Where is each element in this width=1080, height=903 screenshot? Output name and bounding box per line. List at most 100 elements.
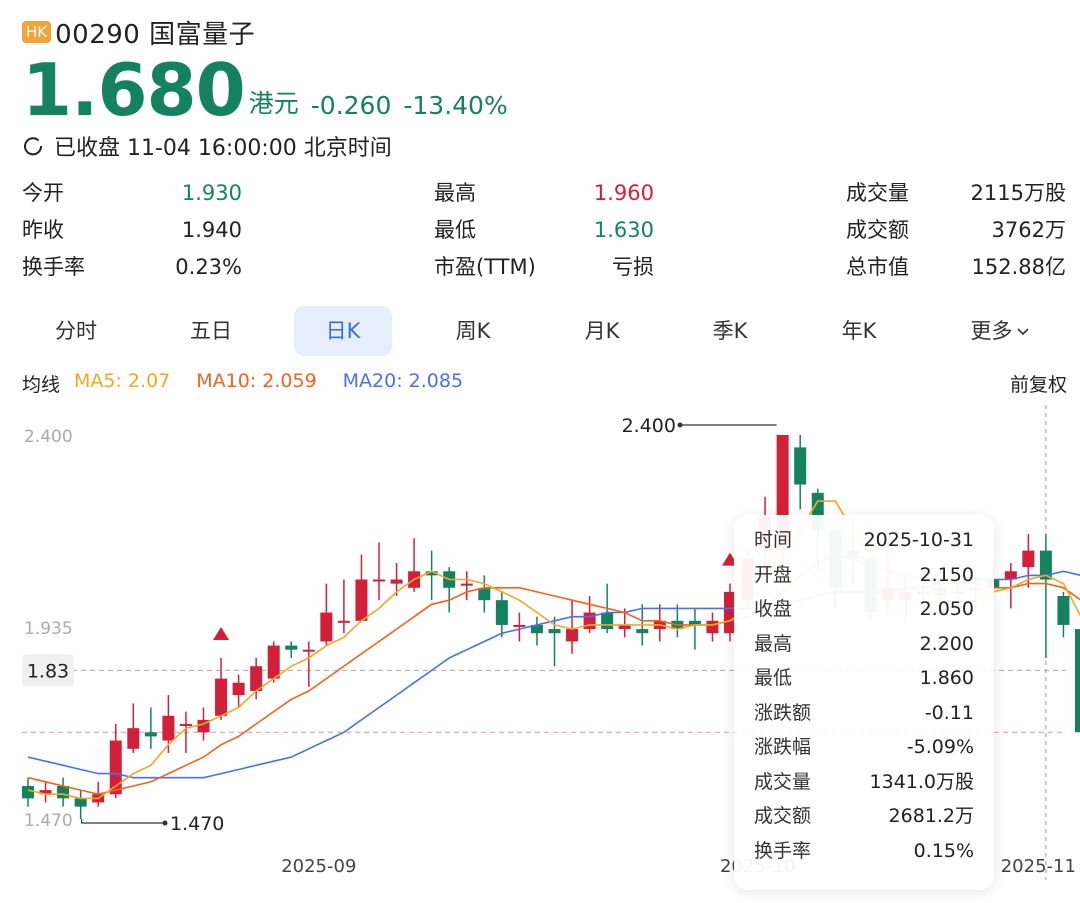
- tooltip-label: 时间: [754, 529, 793, 551]
- adjust-toggle[interactable]: 前复权: [1009, 374, 1067, 396]
- candle-body: [724, 591, 736, 634]
- tab-7[interactable]: 更多: [951, 306, 1049, 356]
- max-marker-dot: [677, 422, 683, 428]
- y-tick-label: 2.400: [24, 427, 73, 447]
- ma-legend: 均线 MA5: 2.07 MA10: 2.059 MA20: 2.085 前复权: [22, 370, 1067, 397]
- price-unit: 港元: [248, 89, 299, 118]
- tooltip-value: 2.200: [919, 632, 974, 655]
- x-tick-label: 2025-09: [281, 856, 356, 877]
- tooltip-label: 成交量: [754, 770, 812, 793]
- market-badge: HK: [22, 21, 52, 43]
- tab-6[interactable]: 年K: [810, 306, 908, 356]
- candle-body: [127, 728, 140, 749]
- stat-label: 市盈(TTM): [434, 255, 536, 279]
- candle-body: [39, 790, 52, 795]
- stat-value: 3762万: [991, 218, 1066, 242]
- ma10-legend: MA10: 2.059: [196, 370, 317, 392]
- candle-body: [74, 798, 87, 807]
- ma5-legend: MA5: 2.07: [74, 370, 171, 392]
- tooltip-value: 2.150: [919, 563, 974, 586]
- candle-body: [425, 571, 438, 576]
- stat-label: 成交量: [846, 181, 909, 205]
- candle-body: [1057, 596, 1070, 625]
- candle-body: [1039, 550, 1052, 580]
- tab-2[interactable]: 日K: [294, 306, 392, 356]
- stat-label: 最低: [434, 218, 476, 242]
- tab-label: 年K: [841, 319, 877, 343]
- stat-value: 0.23%: [175, 255, 242, 279]
- candle-body: [179, 724, 192, 727]
- tooltip-label: 收盘: [754, 598, 793, 620]
- tab-label: 分时: [55, 319, 97, 343]
- candle-body: [57, 785, 70, 799]
- tooltip-row: 涨跌额 -0.11: [754, 696, 974, 731]
- x-tick-label: 2025-11: [1001, 856, 1076, 877]
- candle-body: [215, 678, 228, 716]
- stat-label: 最高: [434, 181, 476, 205]
- tooltip-value: -5.09%: [906, 736, 974, 758]
- candle-body: [601, 612, 614, 630]
- candle-body: [460, 583, 473, 586]
- candle-body: [373, 579, 385, 582]
- min-marker-line: [81, 819, 165, 824]
- candle-body: [267, 645, 280, 679]
- candle-body: [1022, 550, 1035, 568]
- tooltip-row: 开盘 2.150: [754, 558, 974, 593]
- stat-value: 2115万股: [970, 181, 1066, 205]
- stock-title: 00290 国富量子: [55, 19, 256, 50]
- signal-arrow: [213, 626, 230, 640]
- chevron-down-icon: [1016, 328, 1029, 336]
- candle-body: [688, 620, 701, 625]
- candle-body: [232, 682, 245, 696]
- tooltip-row: 最高 2.200: [754, 627, 974, 662]
- tab-5[interactable]: 季K: [681, 306, 779, 356]
- tab-label: 季K: [712, 319, 748, 343]
- tab-label: 更多: [970, 319, 1013, 343]
- stat-label: 换手率: [22, 255, 85, 279]
- tooltip-row: 时间 2025-10-31: [754, 523, 974, 558]
- tab-0[interactable]: 分时: [27, 306, 125, 356]
- candle-tooltip: 时间 2025-10-31 开盘 2.150 收盘 2.050 最高 2.200 最低 1.860…: [734, 515, 994, 890]
- tooltip-row: 成交额 2681.2万: [754, 799, 974, 834]
- tooltip-row: 换手率 0.15%: [754, 834, 974, 869]
- candle-body: [144, 732, 157, 737]
- candle-body: [250, 666, 263, 691]
- stat-value: 1.960: [593, 181, 654, 205]
- stock-header: HK 00290 国富量子: [22, 14, 255, 50]
- candle-body: [478, 587, 491, 601]
- tab-label: 日K: [325, 319, 361, 343]
- tooltip-label: 最高: [754, 632, 793, 655]
- refresh-icon: [24, 137, 43, 156]
- last-price: 1.680: [22, 48, 246, 132]
- candle-body: [1004, 571, 1017, 580]
- candle-body: [355, 579, 368, 621]
- tab-4[interactable]: 月K: [553, 306, 651, 356]
- candle-body: [794, 447, 807, 485]
- tooltip-row: 最低 1.860: [754, 661, 974, 696]
- tooltip-label: 涨跌额: [754, 701, 812, 724]
- stat-value: 1.630: [593, 218, 654, 242]
- tooltip-label: 开盘: [754, 563, 793, 586]
- stat-label: 成交额: [846, 218, 909, 242]
- tooltip-row: 涨跌幅 -5.09%: [754, 730, 974, 765]
- tooltip-label: 换手率: [754, 839, 812, 862]
- tooltip-value: 0.15%: [913, 839, 974, 862]
- tooltip-value: 2681.2万: [888, 805, 974, 827]
- stat-value: 亏损: [612, 255, 654, 279]
- candle-body: [636, 629, 649, 634]
- tab-1[interactable]: 五日: [162, 306, 260, 356]
- market-status: 已收盘 11-04 16:00:00 北京时间: [22, 130, 392, 162]
- crosshair-price-label: 1.83: [27, 660, 69, 682]
- min-marker-dot: [162, 820, 168, 826]
- candle-body: [548, 629, 561, 634]
- tooltip-label: 成交额: [754, 805, 812, 827]
- candle-body: [530, 624, 543, 634]
- max-marker-label: 2.400: [622, 415, 676, 437]
- tooltip-label: 涨跌幅: [754, 736, 812, 758]
- tab-3[interactable]: 周K: [424, 306, 522, 356]
- tooltip-value: -0.11: [924, 701, 974, 724]
- candle-body: [302, 649, 315, 652]
- price-row: 1.680 港元 -0.260 -13.40%: [22, 52, 508, 128]
- price-change-pct: -13.40%: [403, 91, 508, 120]
- tab-label: 月K: [584, 319, 620, 343]
